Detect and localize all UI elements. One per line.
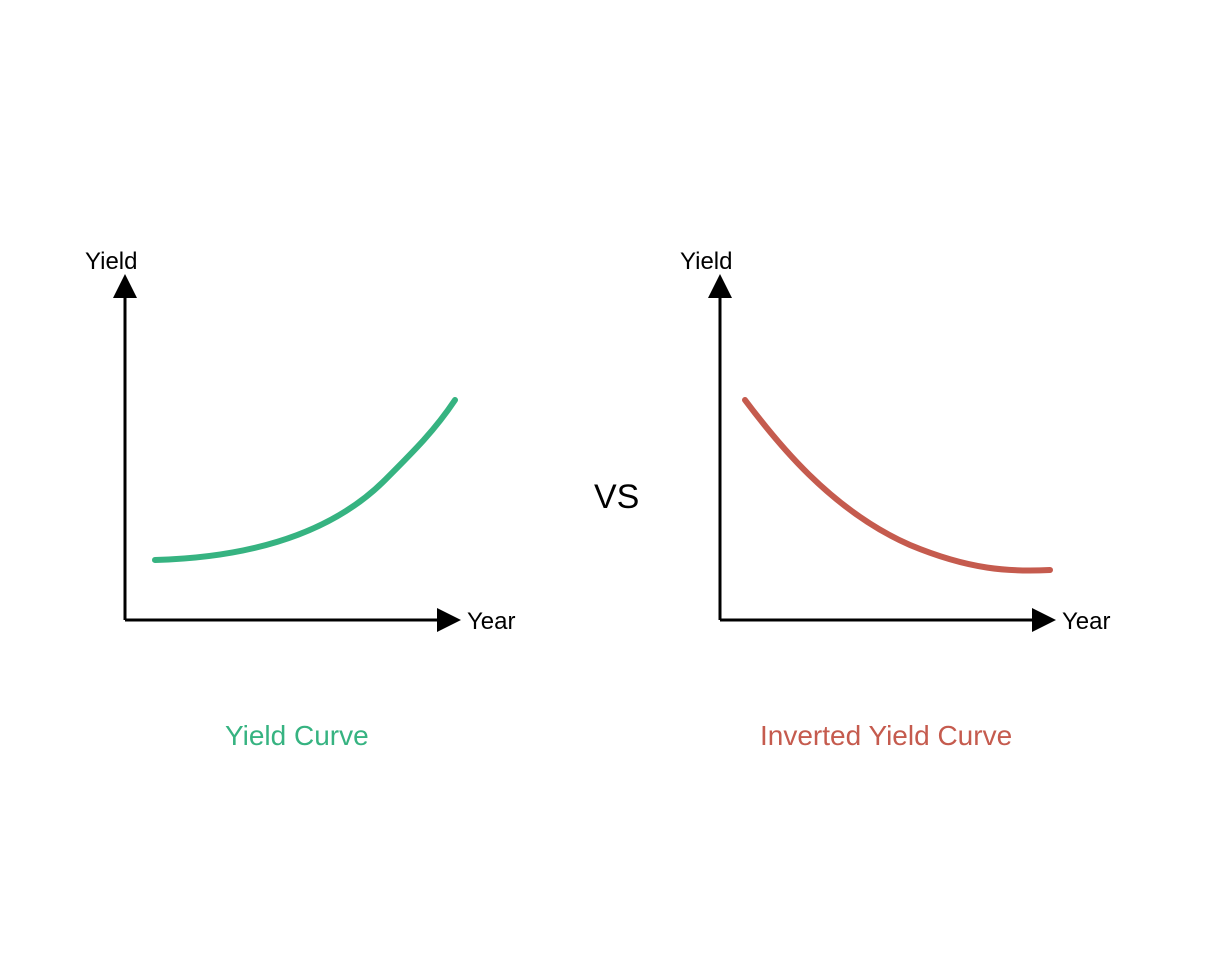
vs-label: VS [594,478,639,517]
right-curve [745,400,1050,571]
diagram-canvas: Yield Year VS Yield [0,0,1225,980]
left-curve [155,400,455,560]
left-chart-panel: Yield Year [85,260,505,660]
left-caption: Yield Curve [225,720,369,752]
left-y-axis-label: Yield [85,248,137,276]
left-x-axis-label: Year [467,608,516,636]
right-chart-panel: Yield Year [680,260,1100,660]
right-y-axis-label: Yield [680,248,732,276]
left-chart-svg [85,260,505,660]
right-caption: Inverted Yield Curve [760,720,1012,752]
right-x-axis-label: Year [1062,608,1111,636]
right-chart-svg [680,260,1100,660]
